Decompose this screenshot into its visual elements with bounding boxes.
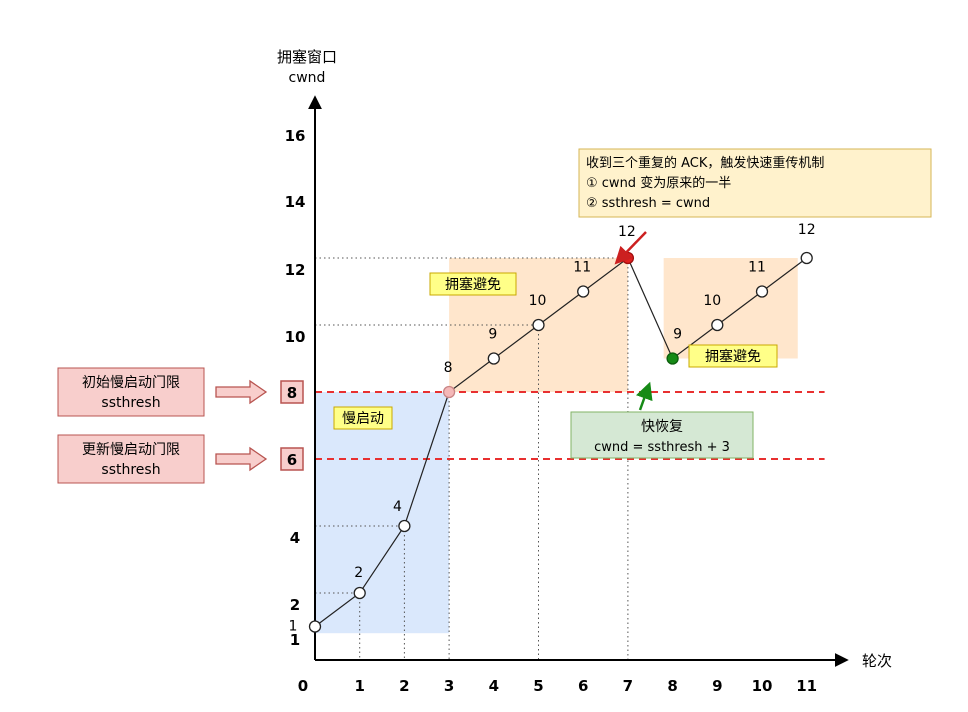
y-tick-label: 12	[285, 261, 306, 279]
x-tick-label: 6	[578, 677, 588, 695]
y-tick-label: 1	[290, 631, 300, 649]
data-point	[308, 620, 322, 633]
data-point-label: 10	[529, 293, 547, 309]
data-point	[398, 519, 411, 533]
region-bg-0	[315, 392, 450, 634]
fast-recovery-box	[570, 411, 754, 459]
data-point	[711, 318, 724, 332]
x-tick-label: 10	[752, 677, 773, 695]
data-point-label: 2	[354, 565, 363, 581]
y-tick-label-highlighted: 6	[287, 451, 297, 469]
ack-note-box	[578, 148, 932, 218]
y-tick-label: 10	[285, 328, 306, 346]
x-tick-label: 4	[489, 677, 499, 695]
side-label-box-1	[57, 434, 205, 484]
y-axis-subtitle: cwnd	[289, 70, 326, 86]
y-tick-label: 2	[290, 596, 300, 614]
region-label-congestion-avoidance-2-box	[688, 344, 778, 368]
region-label-slow-start: 慢启动	[342, 410, 384, 427]
x-tick-label: 1	[354, 677, 364, 695]
data-point	[353, 586, 366, 600]
data-point-label: 1	[289, 619, 298, 635]
side-label-subtitle: ssthresh	[101, 462, 160, 478]
data-point-label: 11	[573, 260, 591, 276]
ack-note-line: ① cwnd 变为原来的一半	[586, 175, 731, 191]
x-tick-label: 0	[298, 677, 308, 695]
ack-note-line: ② ssthresh = cwnd	[586, 196, 710, 211]
y-tick-box-6	[280, 447, 304, 471]
data-point	[577, 285, 590, 298]
region-label-congestion-avoidance-2: 拥塞避免	[705, 348, 761, 365]
side-label-arrow-0	[215, 379, 268, 405]
data-point-label: 10	[703, 293, 721, 309]
data-point	[666, 352, 679, 365]
data-point-label: 9	[673, 327, 682, 343]
side-label-title: 更新慢启动门限	[82, 441, 180, 458]
data-point-label: 8	[444, 360, 453, 376]
x-tick-label: 7	[623, 677, 633, 695]
side-label-subtitle: ssthresh	[101, 395, 160, 411]
fast-recovery-formula: cwnd = ssthresh + 3	[594, 440, 730, 455]
data-point-label: 9	[488, 327, 497, 343]
y-tick-label-highlighted: 8	[287, 384, 297, 402]
side-label-title: 初始慢启动门限	[82, 374, 180, 391]
data-point	[442, 385, 456, 399]
x-axis-title: 轮次	[862, 652, 892, 670]
x-tick-label: 3	[444, 677, 454, 695]
y-axis-title: 拥塞窗口	[277, 48, 337, 66]
data-point	[800, 251, 813, 265]
y-tick-label: 14	[285, 193, 306, 211]
data-point	[532, 318, 545, 332]
data-point	[755, 285, 769, 298]
data-point-label: 4	[393, 499, 402, 515]
region-label-congestion-avoidance-box	[429, 272, 517, 296]
data-point-label: 11	[748, 260, 766, 276]
ack-note-line: 收到三个重复的 ACK，触发快速重传机制	[586, 155, 824, 171]
y-tick-label: 16	[285, 127, 306, 145]
x-tick-label: 5	[533, 677, 543, 695]
y-tick-label: 4	[290, 529, 300, 547]
data-point-label: 12	[798, 222, 816, 238]
x-tick-label: 9	[712, 677, 722, 695]
x-tick-label: 8	[667, 677, 677, 695]
side-label-arrow-1	[215, 446, 268, 472]
y-tick-box-8	[280, 380, 304, 404]
fast-recovery-arrow	[636, 381, 653, 411]
data-point	[487, 352, 500, 365]
data-point-label: 12	[618, 224, 636, 240]
cwnd-series-line	[314, 257, 808, 627]
x-tick-label: 11	[796, 677, 817, 695]
region-bg-2	[663, 258, 798, 359]
region-label-slow-start-box	[333, 406, 393, 430]
fast-recovery-title: 快恢复	[641, 418, 683, 435]
ack-note-arrow	[614, 231, 647, 265]
x-tick-label: 2	[399, 677, 409, 695]
side-label-box-0	[57, 367, 205, 417]
region-label-congestion-avoidance: 拥塞避免	[445, 276, 501, 293]
